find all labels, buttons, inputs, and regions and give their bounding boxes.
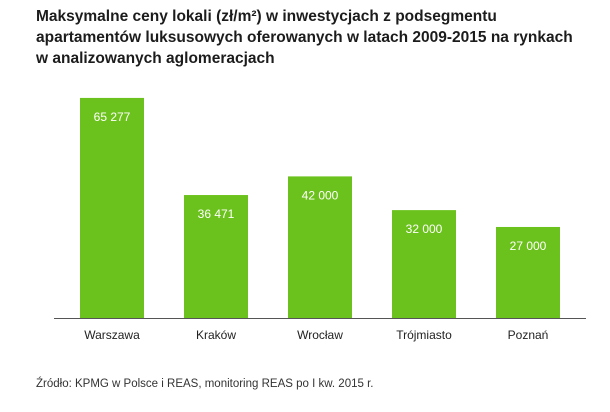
bar-trójmiasto [392, 210, 456, 318]
x-tick-label: Warszawa [84, 328, 140, 342]
chart-title-line-3: w analizowanych aglomeracjach [36, 50, 275, 67]
chart-title: Maksymalne ceny lokali (zł/m²) w inwesty… [36, 6, 596, 69]
chart-title-line-1: Maksymalne ceny lokali (zł/m²) w inwesty… [36, 8, 497, 25]
bar-warszawa [80, 97, 144, 319]
value-label: 42 000 [302, 188, 339, 202]
bar-wrocław [288, 176, 352, 318]
value-label: 32 000 [406, 222, 443, 236]
value-label: 27 000 [510, 239, 547, 253]
source-note: Źródło: KPMG w Polsce i REAS, monitoring… [36, 378, 374, 390]
x-tick-label: Trójmiasto [396, 328, 452, 342]
chart-title-line-2: apartamentów luksusowych oferowanych w l… [36, 29, 573, 46]
x-tick-label: Poznań [508, 328, 549, 342]
bar-kraków [184, 195, 248, 318]
x-tick-label: Wrocław [297, 328, 343, 342]
bar-poznań [496, 226, 560, 318]
value-label: 36 471 [198, 207, 235, 221]
value-label: 65 277 [94, 110, 131, 124]
x-tick-label: Kraków [196, 328, 236, 342]
